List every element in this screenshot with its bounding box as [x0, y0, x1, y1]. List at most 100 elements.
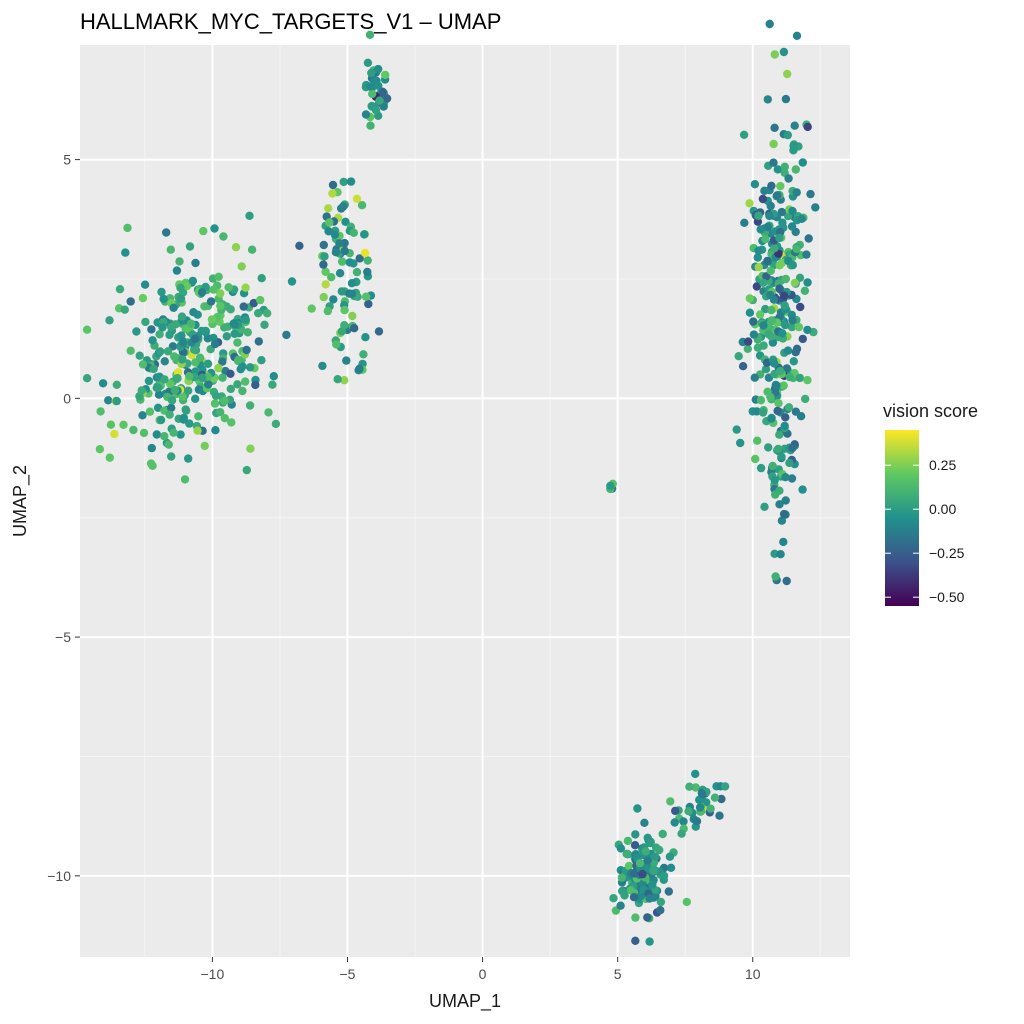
- data-point: [775, 284, 784, 293]
- data-point: [798, 334, 807, 344]
- y-axis-ticks: −10 −5 0 5: [47, 152, 80, 884]
- data-point: [753, 436, 762, 445]
- data-point: [665, 852, 675, 861]
- data-point: [176, 294, 186, 303]
- data-point: [789, 357, 798, 366]
- data-point: [775, 500, 784, 509]
- data-point: [751, 454, 760, 464]
- data-point: [319, 260, 328, 269]
- data-point: [792, 31, 802, 40]
- data-point: [617, 873, 627, 882]
- data-point: [792, 244, 801, 254]
- data-point: [796, 302, 805, 312]
- data-point: [738, 362, 748, 371]
- data-point: [633, 804, 642, 813]
- data-point: [147, 443, 156, 453]
- data-point: [147, 325, 156, 334]
- data-point: [791, 165, 800, 174]
- data-point: [787, 322, 797, 332]
- data-point: [160, 375, 169, 384]
- data-point: [765, 19, 774, 29]
- data-point: [152, 430, 161, 439]
- data-point: [769, 139, 778, 149]
- data-point: [775, 430, 784, 439]
- data-point: [753, 253, 762, 262]
- data-point: [233, 380, 242, 389]
- data-point: [360, 248, 370, 258]
- data-point: [706, 804, 715, 813]
- data-point: [227, 418, 236, 427]
- data-point: [162, 228, 171, 237]
- data-point: [237, 262, 246, 271]
- data-point: [241, 315, 250, 324]
- data-point: [645, 937, 654, 946]
- data-point: [650, 852, 660, 861]
- data-point: [166, 379, 175, 389]
- data-point: [197, 288, 207, 297]
- chart-title: HALLMARK_MYC_TARGETS_V1 – UMAP: [80, 9, 501, 34]
- data-point: [231, 243, 241, 252]
- data-point: [112, 380, 122, 389]
- data-point: [337, 287, 346, 296]
- data-point: [210, 339, 220, 349]
- data-point: [341, 217, 350, 226]
- data-point: [779, 509, 789, 519]
- data-point: [352, 267, 362, 277]
- data-point: [82, 374, 92, 383]
- data-point: [361, 110, 371, 119]
- data-point: [206, 297, 216, 306]
- data-point: [156, 415, 166, 425]
- data-point: [631, 830, 640, 839]
- data-point: [620, 891, 629, 900]
- data-point: [345, 258, 354, 267]
- data-point: [770, 549, 779, 558]
- data-point: [787, 222, 797, 231]
- data-point: [140, 280, 150, 289]
- data-point: [189, 308, 198, 317]
- data-point: [768, 338, 778, 347]
- data-point: [120, 305, 129, 314]
- data-point: [239, 302, 248, 311]
- data-point: [321, 267, 330, 276]
- data-point: [126, 297, 135, 306]
- x-tick-label: −5: [339, 966, 355, 982]
- data-point: [777, 516, 787, 525]
- data-point: [374, 81, 383, 90]
- y-axis-title: UMAP_2: [10, 465, 31, 537]
- data-point: [626, 886, 636, 895]
- data-point: [803, 278, 812, 287]
- data-point: [770, 359, 779, 368]
- data-point: [779, 47, 789, 57]
- data-point: [635, 859, 645, 868]
- data-point: [691, 769, 700, 779]
- data-point: [749, 317, 758, 326]
- data-point: [764, 329, 773, 339]
- legend-colorbar: [885, 430, 919, 606]
- data-point: [141, 317, 150, 327]
- data-point: [640, 818, 649, 827]
- data-point: [382, 94, 392, 103]
- data-point: [119, 420, 128, 429]
- data-point: [211, 426, 220, 435]
- data-point: [656, 906, 665, 915]
- data-point: [245, 363, 255, 372]
- data-point: [740, 218, 749, 227]
- data-point: [677, 829, 686, 838]
- data-point: [177, 331, 186, 340]
- data-point: [190, 334, 200, 344]
- data-point: [194, 412, 203, 421]
- data-point: [739, 130, 749, 139]
- data-point: [160, 357, 169, 366]
- data-point: [329, 295, 338, 304]
- data-point: [330, 230, 340, 239]
- data-point: [363, 267, 372, 277]
- data-point: [287, 277, 297, 286]
- data-point: [172, 374, 181, 384]
- data-point: [220, 396, 229, 406]
- data-point: [782, 364, 792, 373]
- data-point: [339, 202, 348, 211]
- data-point: [106, 420, 116, 429]
- data-point: [766, 266, 775, 275]
- data-point: [335, 269, 345, 278]
- data-point: [609, 894, 618, 903]
